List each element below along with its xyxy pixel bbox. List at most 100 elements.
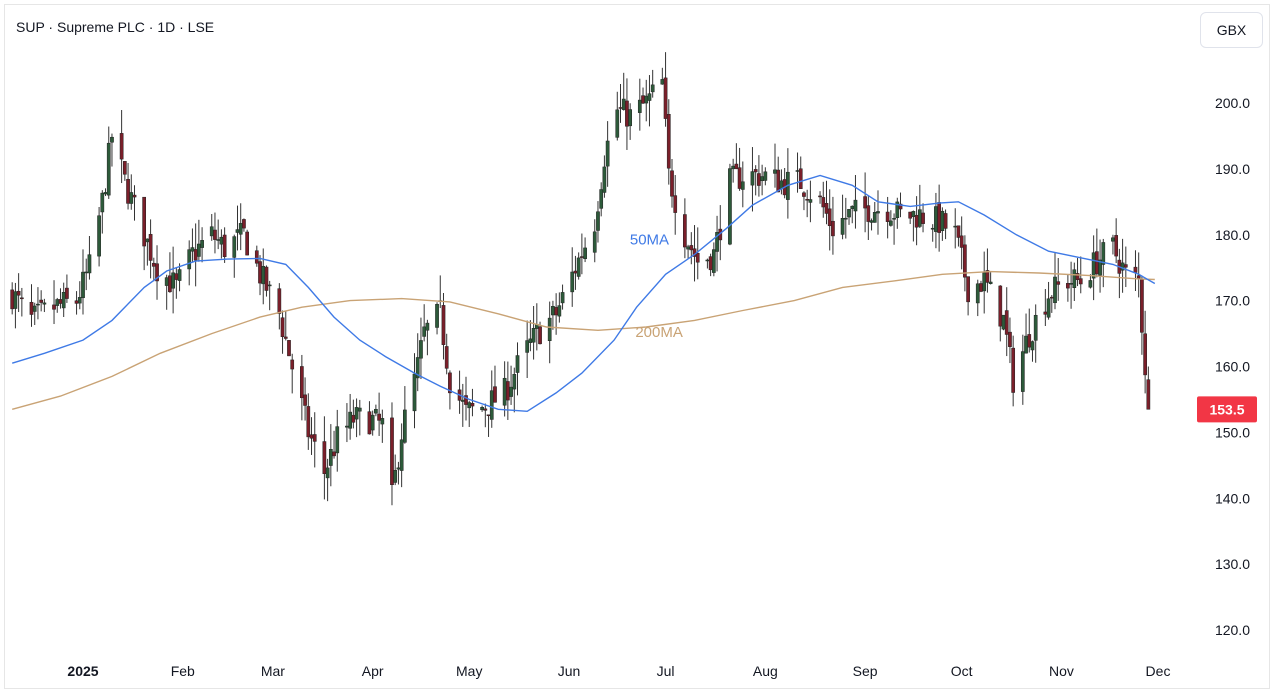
candle-body [943,213,948,229]
last-price-label: 153.5 [1209,401,1244,417]
x-tick-label: Aug [753,663,778,679]
candle-body [74,300,79,304]
y-tick-label: 120.0 [1215,622,1250,638]
candle-body [538,326,542,345]
candle-body [1020,351,1025,392]
candle-body [222,234,227,257]
candle-body [982,272,987,292]
candle-body [126,178,130,204]
chart-title: SUP · Supreme PLC · 1D · LSE [16,19,215,35]
candle-body [934,206,938,232]
candle-body [460,399,465,402]
candle-body [100,192,105,213]
candle-body [644,95,649,104]
candle-body [97,215,101,257]
candle-body [1136,275,1141,279]
candle-body [740,181,745,190]
candle-body [335,426,340,454]
candle-body [917,209,922,227]
x-tick-label: Sep [853,663,878,679]
candle-body [309,434,314,439]
candle-body [1133,266,1138,273]
candle-body [65,287,69,299]
candle-body [525,340,530,353]
candle-body [399,439,404,471]
ma200-line [12,270,1155,410]
candle-body [142,196,147,247]
candle-body [753,169,758,173]
candle-body [843,217,848,220]
candle-body [168,275,172,293]
y-tick-label: 190.0 [1215,161,1250,177]
y-tick-label: 170.0 [1215,293,1250,309]
candle-body [470,402,475,407]
candle-body [506,381,510,401]
candle-body [1101,242,1106,265]
candle-body [580,256,584,258]
candle-body [351,414,356,423]
candle-body [853,199,858,212]
candle-body [1027,334,1032,348]
candle-body [599,189,604,209]
candle-body [966,276,970,303]
candle-body [551,306,555,316]
candle-body [357,407,362,412]
candle-body [238,223,243,235]
candle-body [267,284,272,287]
candle-body [940,210,945,231]
candle-body [1043,311,1048,315]
ma200-label: 200MA [635,324,683,341]
candle-body [515,355,520,373]
x-axis: 2025 Feb Mar Apr May Jun Jul Aug Sep Oct Nov Dec [67,663,1170,679]
candle-body [151,262,156,267]
candle-body [493,386,497,403]
candle-body [509,386,513,397]
candle-body [985,270,990,283]
candle-body [605,140,610,167]
candle-body [55,299,60,306]
candle-body [666,114,671,169]
candle-body [1024,335,1028,354]
candle-body [13,291,18,309]
candle-body [129,192,134,204]
chart-frame [4,4,1270,689]
candle-body [242,219,246,229]
candle-body [1114,235,1119,257]
candle-body [637,99,642,113]
candle-body [1001,314,1006,330]
candle-body [827,208,832,227]
candle-body [219,236,224,245]
candle-body [1143,333,1147,376]
candle-body [583,247,587,260]
x-tick-label: Nov [1049,663,1074,679]
candle-body [254,250,259,264]
x-tick-label: Dec [1146,663,1171,679]
candle-body [81,271,85,299]
candle-body [1004,310,1009,335]
candle-body [1123,264,1128,268]
candle-body [486,414,491,417]
candle-body [106,142,111,196]
candle-body [660,79,665,85]
last-price-badge [1197,396,1257,423]
candle-body [441,305,446,345]
candle-body [573,270,578,274]
last-price-tag: 153.5 [1197,396,1257,423]
candle-body [821,197,826,208]
candle-body [818,195,822,198]
candle-body [396,467,401,470]
candle-body [290,359,295,370]
x-tick-label: Jun [558,663,581,679]
candle-body [448,372,452,394]
candle-body [419,340,423,359]
candle-body [42,302,47,305]
candle-body [847,209,851,218]
candle-body [232,236,237,258]
candle-body [528,338,533,343]
candle-body [866,205,871,222]
candle-body [734,163,739,170]
candle-body [425,322,430,331]
candle-body [892,218,896,220]
currency-button[interactable]: GBX [1200,12,1263,48]
